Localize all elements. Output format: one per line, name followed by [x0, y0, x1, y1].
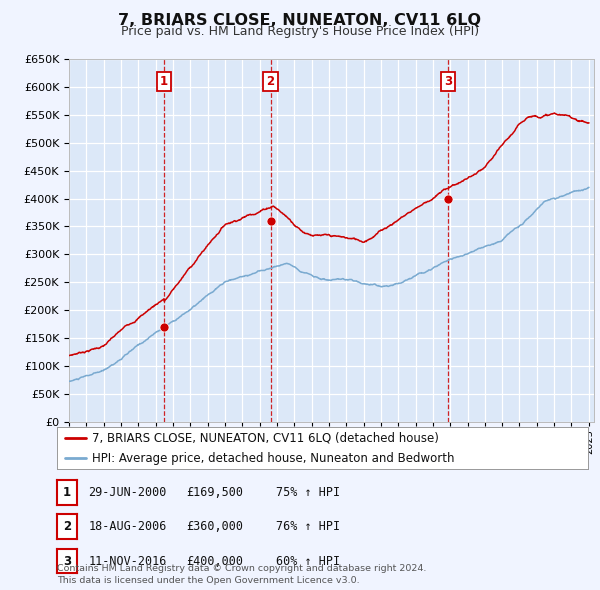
Text: 76% ↑ HPI: 76% ↑ HPI	[276, 520, 340, 533]
Text: £400,000: £400,000	[186, 555, 243, 568]
Text: HPI: Average price, detached house, Nuneaton and Bedworth: HPI: Average price, detached house, Nune…	[92, 452, 454, 465]
Text: 1: 1	[63, 486, 71, 499]
Text: £169,500: £169,500	[186, 486, 243, 499]
Text: £360,000: £360,000	[186, 520, 243, 533]
Text: 2: 2	[266, 75, 275, 88]
Text: 11-NOV-2016: 11-NOV-2016	[88, 555, 167, 568]
Text: 1: 1	[160, 75, 168, 88]
Text: 7, BRIARS CLOSE, NUNEATON, CV11 6LQ: 7, BRIARS CLOSE, NUNEATON, CV11 6LQ	[119, 13, 482, 28]
Text: 3: 3	[63, 555, 71, 568]
Text: 18-AUG-2006: 18-AUG-2006	[88, 520, 167, 533]
Text: 7, BRIARS CLOSE, NUNEATON, CV11 6LQ (detached house): 7, BRIARS CLOSE, NUNEATON, CV11 6LQ (det…	[92, 431, 439, 444]
Text: 2: 2	[63, 520, 71, 533]
Text: 60% ↑ HPI: 60% ↑ HPI	[276, 555, 340, 568]
Text: Contains HM Land Registry data © Crown copyright and database right 2024.
This d: Contains HM Land Registry data © Crown c…	[57, 565, 427, 585]
Text: 3: 3	[444, 75, 452, 88]
Text: 29-JUN-2000: 29-JUN-2000	[88, 486, 167, 499]
Text: Price paid vs. HM Land Registry's House Price Index (HPI): Price paid vs. HM Land Registry's House …	[121, 25, 479, 38]
Text: 75% ↑ HPI: 75% ↑ HPI	[276, 486, 340, 499]
